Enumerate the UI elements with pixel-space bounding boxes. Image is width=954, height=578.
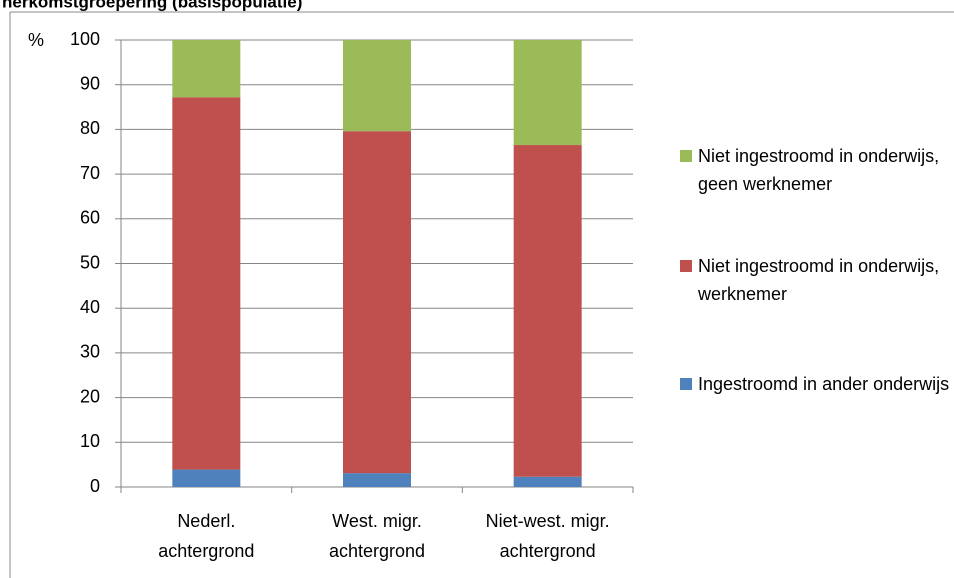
chart-title: herkomstgroepering (basispopulatie): [2, 0, 302, 11]
y-tick-label: 70: [80, 163, 100, 183]
bar-segment: [513, 40, 582, 146]
bar-segment: [172, 97, 241, 470]
legend-label: Ingestroomd in ander onderwijs: [698, 374, 950, 394]
legend-label: Niet ingestroomd in onderwijs, geen werk…: [698, 146, 940, 194]
legend-item: Niet ingestroomd in onderwijs, werknemer: [680, 252, 954, 308]
legend-label: Niet ingestroomd in onderwijs, werknemer: [698, 256, 940, 304]
x-tick-label: Niet-west. migr. achtergrond: [486, 511, 610, 561]
bar-segment: [513, 476, 582, 487]
y-tick-label: 40: [80, 297, 100, 317]
legend-swatch: [680, 150, 692, 162]
y-axis-label: %: [28, 30, 44, 50]
x-tick-label-line: achtergrond: [500, 541, 596, 561]
x-tick-label: West. migr. achtergrond: [329, 511, 425, 561]
legend-swatch: [680, 260, 692, 272]
bar-segment: [343, 131, 411, 474]
x-tick-label: Nederl. achtergrond: [158, 511, 254, 561]
y-tick-label: 30: [80, 342, 100, 362]
bar-segment: [343, 473, 411, 487]
y-tick-label: 90: [80, 73, 100, 93]
bar-segment: [172, 40, 241, 98]
y-tick-label: 100: [70, 29, 100, 49]
x-tick-label-line: Niet-west. migr.: [486, 511, 610, 531]
y-tick-label: 50: [80, 252, 100, 272]
bar-segment: [343, 40, 411, 132]
legend-swatch: [680, 378, 692, 390]
legend-item: Ingestroomd in ander onderwijs: [680, 370, 954, 398]
y-tick-label: 10: [80, 431, 100, 451]
x-tick-label-line: Nederl.: [177, 511, 235, 531]
x-tick-label-line: achtergrond: [329, 541, 425, 561]
bar-segment: [172, 469, 241, 487]
legend-item: Niet ingestroomd in onderwijs, geen werk…: [680, 142, 954, 198]
x-tick-label-line: achtergrond: [158, 541, 254, 561]
y-tick-label: 20: [80, 386, 100, 406]
y-tick-label: 0: [90, 476, 100, 496]
y-tick-label: 60: [80, 208, 100, 228]
bar-segment: [513, 145, 582, 477]
y-tick-label: 80: [80, 118, 100, 138]
x-tick-label-line: West. migr.: [332, 511, 422, 531]
